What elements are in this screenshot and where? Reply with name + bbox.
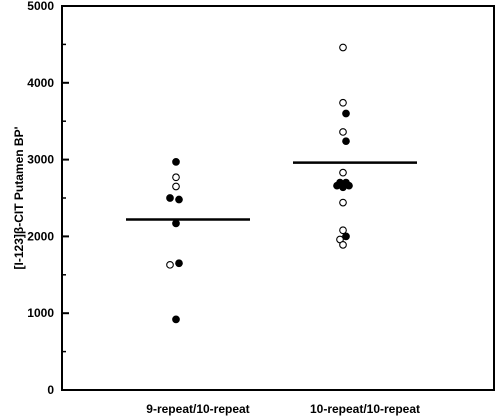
filled-data-point xyxy=(172,158,180,166)
filled-data-point xyxy=(175,195,183,204)
x-axis-category-labels: 9-repeat/10-repeat 10-repeat/10-repeat xyxy=(146,402,420,416)
plot-border xyxy=(61,5,495,391)
filled-data-point xyxy=(175,259,183,268)
y-axis-ticks xyxy=(62,5,69,391)
y-tick-label: 1000 xyxy=(27,306,54,320)
filled-data-point xyxy=(166,194,174,202)
open-data-point xyxy=(339,240,347,249)
y-tick-label: 3000 xyxy=(27,153,54,167)
y-tick-label: 2000 xyxy=(27,229,54,243)
x-category-label: 9-repeat/10-repeat xyxy=(146,402,249,416)
filled-data-point xyxy=(342,109,350,118)
y-axis-tick-labels: 0 1000 2000 3000 4000 5000 xyxy=(27,0,54,397)
filled-data-point xyxy=(345,181,353,190)
filled-data-point xyxy=(172,315,180,324)
filled-data-point xyxy=(342,232,350,241)
open-data-point xyxy=(172,173,180,182)
filled-data-point xyxy=(172,219,180,228)
y-axis-title: [I-123]β-CIT Putamen BP' xyxy=(12,126,26,269)
data-points xyxy=(166,43,353,324)
open-data-point xyxy=(166,260,174,269)
y-tick-label: 0 xyxy=(47,383,54,397)
open-data-point xyxy=(339,43,347,52)
plot-frame xyxy=(61,5,495,391)
open-data-point xyxy=(339,128,347,136)
y-tick-label: 4000 xyxy=(27,76,54,90)
open-data-point xyxy=(339,168,347,177)
x-category-label: 10-repeat/10-repeat xyxy=(310,402,420,416)
mean-lines xyxy=(126,161,417,221)
open-data-point xyxy=(339,198,347,207)
open-data-point xyxy=(339,226,347,235)
open-data-point xyxy=(172,182,180,191)
filled-data-point xyxy=(342,137,350,146)
open-data-point xyxy=(339,98,347,107)
y-tick-label: 5000 xyxy=(27,0,54,13)
